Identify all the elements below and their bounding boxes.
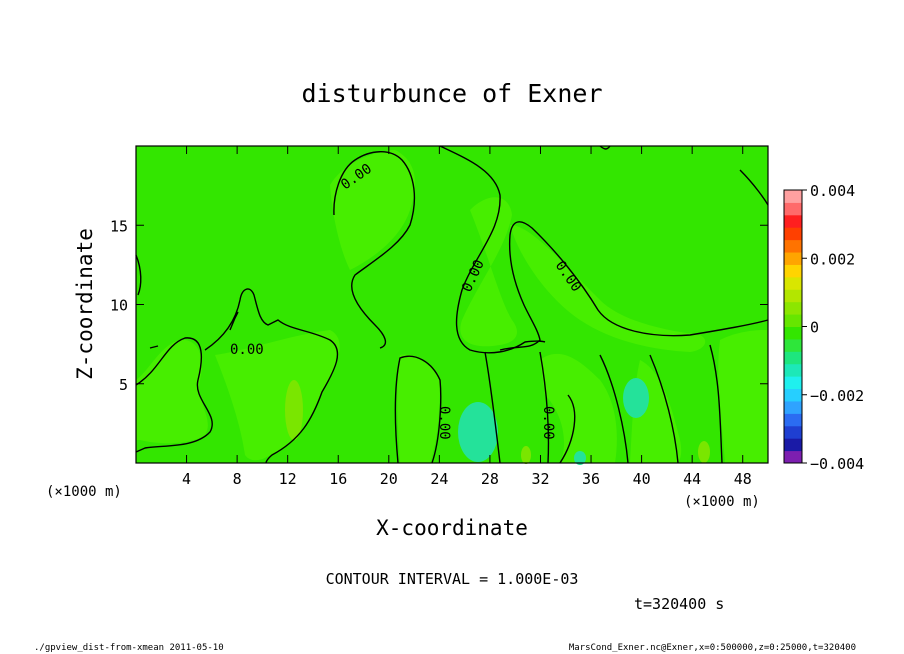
bright-region [540,353,617,463]
contour-line [709,344,723,464]
colorbar-cell [784,450,802,464]
yellow-green-patch [521,446,531,464]
y-tick-label: 10 [110,297,128,315]
colorbar-cell [784,252,802,265]
teal-patch [623,378,649,418]
colorbar-cell [784,338,802,352]
colorbar-cell [784,214,802,228]
bright-region [510,225,706,352]
contour-line [599,145,611,150]
x-tick-label: 40 [633,470,651,488]
bright-region [136,339,208,444]
contour-line [599,354,629,464]
colorbar-ticks: 0.004 0.002 0 −0.002 −0.004 [802,182,864,473]
colorbar-cell [784,425,802,439]
yellow-green-patches [285,380,710,464]
colorbar-cell [784,289,802,303]
yellow-green-patch [698,441,710,463]
colorbar-cell [784,363,802,377]
colorbar-cell [784,227,802,241]
contour-line [229,311,239,331]
x-tick-label: 48 [734,470,752,488]
contour-line [439,145,546,354]
x-tick-label: 32 [531,470,549,488]
contour-line [149,345,159,349]
contour-line [135,254,142,296]
y-tick-label: 15 [110,217,128,235]
x-axis-ticks: 4 8 12 16 20 24 28 32 36 40 44 48 [182,146,752,488]
contour-line [649,354,679,464]
colorbar-cell [784,326,802,340]
contour-line [204,288,339,464]
colorbar-cell [784,239,802,253]
contour-line [333,151,416,349]
contour-label: 0.00 [436,406,452,440]
x-tick-label: 16 [329,470,347,488]
bright-region [397,354,440,463]
contour-line [484,351,501,464]
colorbar-cell [784,388,802,402]
colorbar-cell [784,438,802,452]
contour-line [559,394,576,464]
y-axis-label: Z-coordinate [73,228,97,380]
colorbar-cell [784,376,802,390]
colorbar-cell [784,413,802,427]
footer-right-text: MarsCond_Exner.nc@Exner,x=0:500000,z=0:2… [569,643,856,653]
contour-label: 0.00 [230,342,264,358]
yellow-green-patch [285,380,303,440]
time-label: t=320400 s [634,595,724,613]
contour-line [499,221,769,351]
colorbar-tick-label: 0.002 [810,250,855,268]
x-tick-label: 20 [380,470,398,488]
y-axis-ticks: 5 10 15 [110,217,768,394]
colorbar-tick-label: 0 [810,319,819,337]
footer-left-text: ./gpview_dist-from-xmean 2011-05-10 [34,643,224,653]
x-tick-label: 4 [182,470,191,488]
colorbar-cell [784,314,802,327]
contour-line [739,169,769,206]
colorbar: 0.004 0.002 0 −0.002 −0.004 [783,182,864,473]
colorbar-cell [784,301,802,315]
contour-line [394,355,442,464]
plot-area: 0.00 0.00 0.00 0.00 0.00 0.00 4 8 12 16 20 24… [110,145,769,488]
colorbar-cell [784,264,802,278]
bright-green-regions [136,150,768,463]
contour-interval-text: CONTOUR INTERVAL = 1.000E-03 [326,570,579,588]
bright-region [718,330,768,463]
contour-line [135,337,213,453]
x-axis-label: X-coordinate [376,516,528,540]
x-tick-label: 28 [481,470,499,488]
x-tick-label: 44 [683,470,701,488]
colorbar-cell [784,351,802,365]
contour-lines [135,145,769,464]
bright-region [330,150,415,270]
colorbar-tick-label: 0.004 [810,182,855,200]
colorbar-cell [784,400,802,414]
colorbar-cells [784,190,802,464]
x-tick-label: 8 [233,470,242,488]
colorbar-cell [784,190,802,203]
contour-label: 0.00 [540,406,556,440]
colorbar-tick-label: −0.004 [810,455,864,473]
x-unit-label: (×1000 m) [684,494,760,510]
teal-patches [458,378,649,465]
x-tick-label: 12 [279,470,297,488]
x-tick-label: 36 [582,470,600,488]
teal-patch [458,402,498,462]
colorbar-cell [784,202,802,216]
x-tick-label: 24 [430,470,448,488]
z-unit-label: (×1000 m) [46,484,122,500]
chart-title: disturbunce of Exner [301,79,602,108]
colorbar-tick-label: −0.002 [810,387,864,405]
contour-line [539,351,550,464]
bright-region [215,330,340,461]
y-tick-label: 5 [119,376,128,394]
colorbar-cell [784,276,802,290]
teal-patch [574,451,586,465]
bright-region [460,197,517,347]
